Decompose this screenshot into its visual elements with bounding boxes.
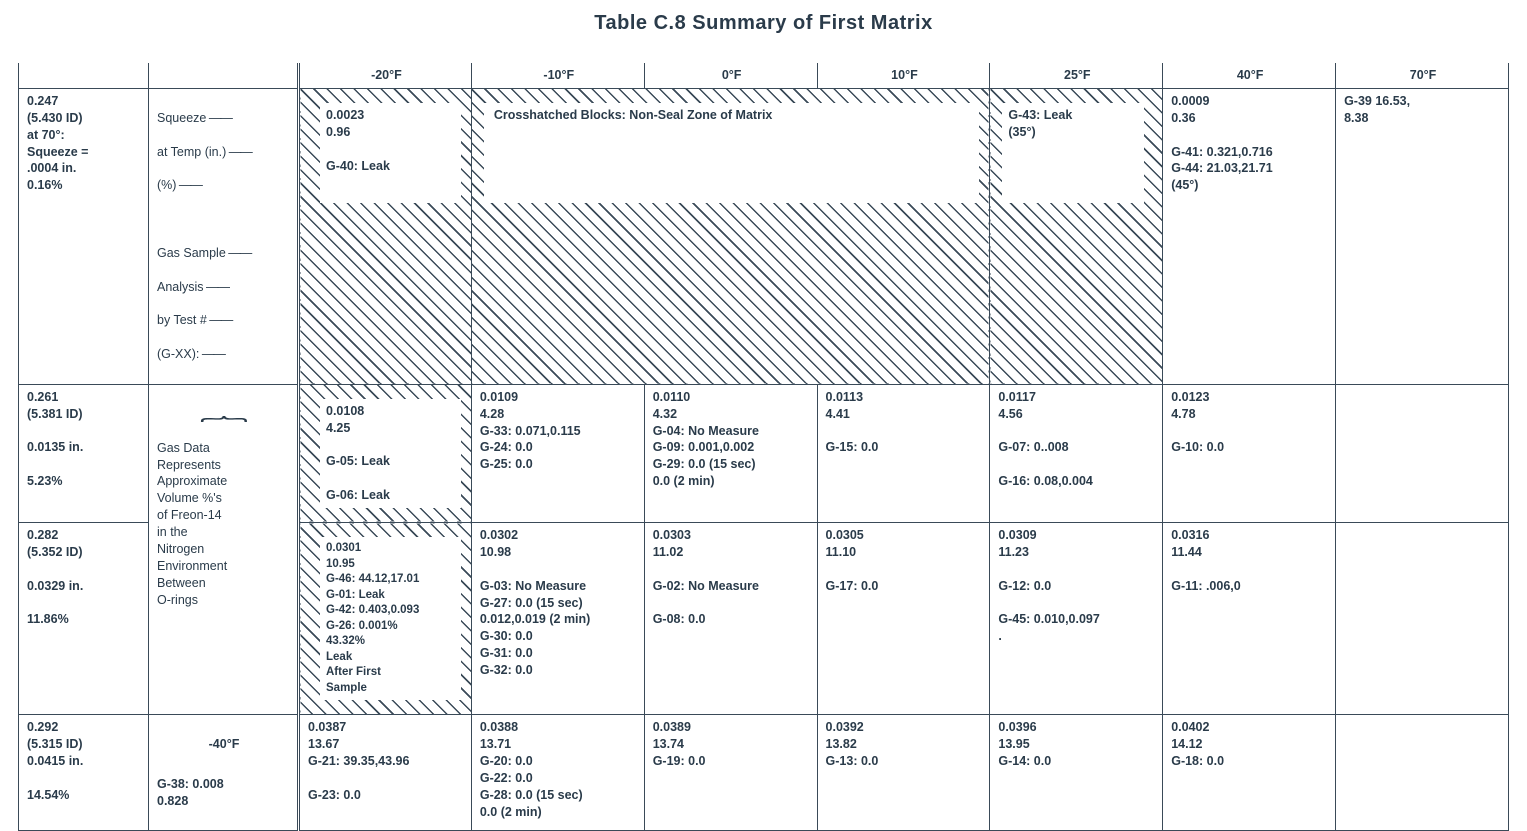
- data-row-4: 0.292 (5.315 ID) 0.0415 in. 14.54% -40°F…: [19, 715, 1509, 831]
- data-row-2: 0.261 (5.381 ID) 0.0135 in. 5.23% ︷ Gas …: [19, 384, 1509, 522]
- cell-r4c2: 0.0388 13.71 G-20: 0.0 G-22: 0.0 G-28: 0…: [471, 715, 644, 831]
- col-header: 0°F: [644, 63, 817, 88]
- col-header: 25°F: [990, 63, 1163, 88]
- legend-line: Squeeze: [157, 110, 291, 127]
- cell-r3c2: 0.0302 10.98 G-03: No Measure G-27: 0.0 …: [471, 523, 644, 715]
- col-header: -20°F: [299, 63, 472, 88]
- legend-row4-body: G-38: 0.008 0.828: [157, 776, 291, 810]
- legend-line: at Temp (in.): [157, 144, 291, 161]
- cell-r3c1-hatched: 0.0301 10.95 G-46: 44.12,17.01 G-01: Lea…: [299, 523, 472, 715]
- col-header: 40°F: [1163, 63, 1336, 88]
- cell-r2c7: [1336, 384, 1509, 522]
- crosshatch-note: Crosshatched Blocks: Non-Seal Zone of Ma…: [490, 107, 974, 124]
- legend-row4: -40°F G-38: 0.008 0.828: [149, 715, 299, 831]
- cell-r4c5: 0.0396 13.95 G-14: 0.0: [990, 715, 1163, 831]
- cell-r1c1-hatched: 0.0023 0.96 G-40: Leak: [299, 88, 472, 384]
- col-header: -10°F: [471, 63, 644, 88]
- matrix-table: -20°F -10°F 0°F 10°F 25°F 40°F 70°F 0.24…: [18, 63, 1509, 831]
- cell-r3c4: 0.0305 11.10 G-17: 0.0: [817, 523, 990, 715]
- cell-r1c7: G-39 16.53, 8.38: [1336, 88, 1509, 384]
- cell-r2c3: 0.0110 4.32 G-04: No Measure G-09: 0.001…: [644, 384, 817, 522]
- cell-content: 0.0108 4.25 G-05: Leak G-06: Leak: [320, 399, 461, 508]
- legend-row1: Squeeze at Temp (in.) (%) Gas Sample Ana…: [149, 88, 299, 384]
- cell-r4c6: 0.0402 14.12 G-18: 0.0: [1163, 715, 1336, 831]
- legend-brace: ︷ Gas Data Represents Approximate Volume…: [149, 384, 299, 714]
- row-header: 0.282 (5.352 ID) 0.0329 in. 11.86%: [19, 523, 149, 715]
- cell-r4c4: 0.0392 13.82 G-13: 0.0: [817, 715, 990, 831]
- blank-header-1: [19, 63, 149, 88]
- cell-r3c5: 0.0309 11.23 G-12: 0.0 G-45: 0.010,0.097…: [990, 523, 1163, 715]
- cell-r2c2: 0.0109 4.28 G-33: 0.071,0.115 G-24: 0.0 …: [471, 384, 644, 522]
- cell-r3c7: [1336, 523, 1509, 715]
- legend-line: Analysis: [157, 279, 291, 296]
- crosshatch-note-box: Crosshatched Blocks: Non-Seal Zone of Ma…: [484, 103, 980, 203]
- legend-line: (G-XX):: [157, 346, 291, 363]
- legend-row4-header: -40°F: [157, 736, 291, 753]
- cell-r1c5-hatched: G-43: Leak (35°): [990, 88, 1163, 384]
- legend-brace-text: Gas Data Represents Approximate Volume %…: [157, 441, 227, 607]
- cell-r1-crosshatch-span: Crosshatched Blocks: Non-Seal Zone of Ma…: [471, 88, 990, 384]
- legend-line: (%): [157, 177, 291, 194]
- cell-content: G-43: Leak (35°): [1002, 103, 1144, 203]
- table-title: Table C.8 Summary of First Matrix: [18, 12, 1509, 35]
- row-header: 0.292 (5.315 ID) 0.0415 in. 14.54%: [19, 715, 149, 831]
- legend-line: by Test #: [157, 312, 291, 329]
- col-header: 10°F: [817, 63, 990, 88]
- cell-r4c1: 0.0387 13.67 G-21: 39.35,43.96 G-23: 0.0: [299, 715, 472, 831]
- legend-line: Gas Sample: [157, 245, 291, 262]
- cell-r2c4: 0.0113 4.41 G-15: 0.0: [817, 384, 990, 522]
- cell-r3c3: 0.0303 11.02 G-02: No Measure G-08: 0.0: [644, 523, 817, 715]
- cell-content: 0.0023 0.96 G-40: Leak: [320, 103, 461, 203]
- data-row-1: 0.247 (5.430 ID) at 70°: Squeeze = .0004…: [19, 88, 1509, 384]
- cell-r1c6: 0.0009 0.36 G-41: 0.321,0.716 G-44: 21.0…: [1163, 88, 1336, 384]
- row-header: 0.247 (5.430 ID) at 70°: Squeeze = .0004…: [19, 88, 149, 384]
- cell-r2c1-hatched: 0.0108 4.25 G-05: Leak G-06: Leak: [299, 384, 472, 522]
- cell-r2c5: 0.0117 4.56 G-07: 0..008 G-16: 0.08,0.00…: [990, 384, 1163, 522]
- col-header: 70°F: [1336, 63, 1509, 88]
- cell-content: 0.0301 10.95 G-46: 44.12,17.01 G-01: Lea…: [320, 537, 461, 700]
- blank-header-2: [149, 63, 299, 88]
- cell-r4c7: [1336, 715, 1509, 831]
- cell-r3c6: 0.0316 11.44 G-11: .006,0: [1163, 523, 1336, 715]
- cell-r4c3: 0.0389 13.74 G-19: 0.0: [644, 715, 817, 831]
- cell-r2c6: 0.0123 4.78 G-10: 0.0: [1163, 384, 1336, 522]
- header-row: -20°F -10°F 0°F 10°F 25°F 40°F 70°F: [19, 63, 1509, 88]
